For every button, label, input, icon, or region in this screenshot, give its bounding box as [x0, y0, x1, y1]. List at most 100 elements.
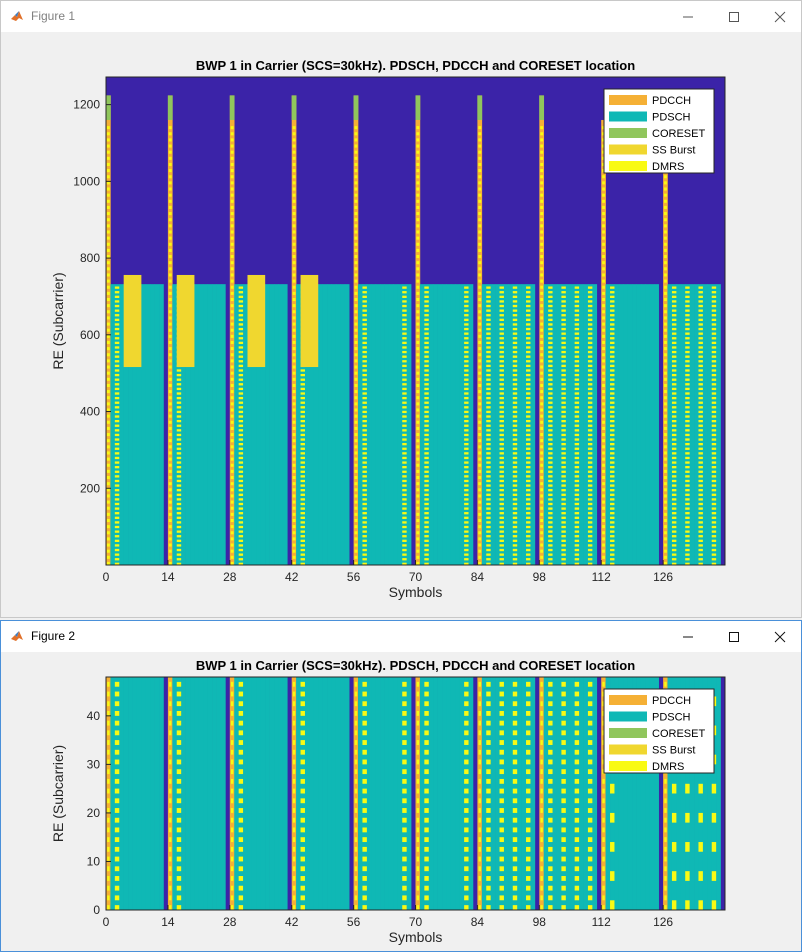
dmrs-cell [424, 300, 429, 303]
dmrs-cell [486, 749, 491, 755]
dmrs-cell [548, 778, 553, 784]
resource-grid [106, 95, 721, 565]
pdcch-dmrs-cell [416, 267, 420, 271]
pdcch-dmrs-cell [106, 255, 110, 259]
pdsch-column [256, 284, 262, 565]
dmrs-cell [574, 798, 580, 804]
y-tick-label: 20 [87, 806, 101, 820]
dmrs-cell [610, 300, 615, 303]
dmrs-cell [114, 866, 120, 872]
pdcch-dmrs-cell [169, 759, 172, 765]
dmrs-cell [402, 525, 407, 529]
dmrs-cell [362, 759, 367, 765]
pdcch-dmrs-cell [354, 236, 358, 240]
dmrs-cell [526, 309, 531, 312]
dmrs-cell [698, 341, 703, 345]
dmrs-cell [512, 424, 518, 427]
pdcch-dmrs-cell [602, 827, 605, 833]
dmrs-cell [300, 489, 305, 492]
dmrs-cell [362, 461, 367, 464]
pdcch-dmrs-cell [664, 439, 667, 443]
dmrs-cell [486, 885, 491, 891]
dmrs-cell [362, 562, 367, 565]
close-button[interactable] [757, 1, 802, 32]
pdcch-dmrs-cell [106, 463, 110, 467]
window-title: Figure 1 [31, 9, 76, 23]
dmrs-cell [574, 535, 580, 538]
dmrs-cell [587, 489, 593, 492]
dmrs-cell [610, 387, 615, 391]
maximize-button[interactable] [711, 1, 757, 32]
dmrs-cell [512, 461, 518, 464]
dmrs-cell [238, 701, 244, 707]
pdcch-dmrs-cell [354, 759, 358, 765]
dmrs-cell [610, 548, 615, 552]
pdcch-dmrs-cell [478, 390, 482, 394]
minimize-button[interactable] [665, 1, 711, 32]
minimize-button[interactable] [665, 621, 711, 652]
dmrs-cell [698, 812, 703, 823]
figure-2-titlebar[interactable]: Figure 2 [1, 621, 801, 652]
maximize-button[interactable] [711, 621, 757, 652]
pdcch-dmrs-cell [230, 383, 234, 387]
pdcch-dmrs-cell [292, 408, 296, 412]
pdcch-dmrs-cell [664, 285, 667, 289]
pdcch-dmrs-cell [107, 701, 110, 707]
pdcch-dmrs-cell [106, 439, 110, 443]
pdcch-dmrs-cell [106, 353, 110, 357]
legend-swatch [609, 744, 647, 755]
dmrs-cell [698, 369, 703, 372]
pdsch-column [220, 677, 226, 910]
pdcch-dmrs-cell [416, 402, 420, 406]
figure-1-titlebar[interactable]: Figure 1 [1, 1, 801, 32]
dmrs-cell [587, 415, 593, 418]
pdsch-column [694, 677, 699, 910]
dmrs-cell [486, 286, 491, 289]
dmrs-cell [402, 383, 407, 386]
pdcch-dmrs-cell [354, 543, 358, 547]
legend-entry: CORESET [652, 128, 705, 140]
pdcch-dmrs-cell [354, 837, 358, 843]
dmrs-cell [561, 456, 566, 460]
pdcch-dmrs-cell [664, 261, 667, 265]
x-tick-label: 28 [223, 915, 237, 929]
dmrs-cell [671, 364, 677, 368]
dmrs-cell [685, 337, 690, 340]
pdcch-dmrs-cell [540, 248, 544, 252]
dmrs-cell [610, 783, 615, 794]
pdcch-dmrs-cell [478, 144, 482, 148]
dmrs-cell [300, 553, 305, 556]
dmrs-cell [526, 562, 531, 565]
pdcch-dmrs-cell [478, 475, 482, 480]
pdcch-dmrs-cell [169, 876, 172, 881]
close-button[interactable] [757, 621, 802, 652]
dmrs-cell [424, 309, 429, 312]
pdsch-column [243, 677, 248, 910]
dmrs-cell [499, 323, 504, 326]
dmrs-cell [587, 387, 593, 391]
dmrs-cell [587, 341, 593, 345]
dmrs-cell [526, 507, 531, 510]
pdcch-dmrs-cell [169, 701, 172, 707]
dmrs-cell [464, 808, 469, 813]
pdcch-dmrs-cell [664, 334, 667, 338]
dmrs-cell [512, 438, 518, 441]
legend-entry: CORESET [652, 728, 705, 740]
dmrs-cell [561, 788, 566, 794]
dmrs-cell [499, 827, 504, 833]
dmrs-cell [402, 410, 407, 414]
dmrs-cell [424, 521, 429, 524]
dmrs-cell [685, 410, 690, 414]
dmrs-cell [711, 304, 717, 308]
dmrs-cell [402, 905, 407, 910]
dmrs-cell [512, 360, 518, 363]
pdcch-dmrs-cell [416, 273, 420, 277]
pdcch-dmrs-cell [106, 518, 110, 523]
pdcch-dmrs-cell [106, 322, 110, 326]
dmrs-cell [114, 461, 120, 464]
dmrs-cell [574, 438, 580, 441]
pdcch-dmrs-cell [292, 297, 296, 302]
pdsch-column [371, 284, 377, 565]
pdcch-dmrs-cell [168, 469, 172, 473]
pdcch-dmrs-cell [478, 846, 481, 852]
